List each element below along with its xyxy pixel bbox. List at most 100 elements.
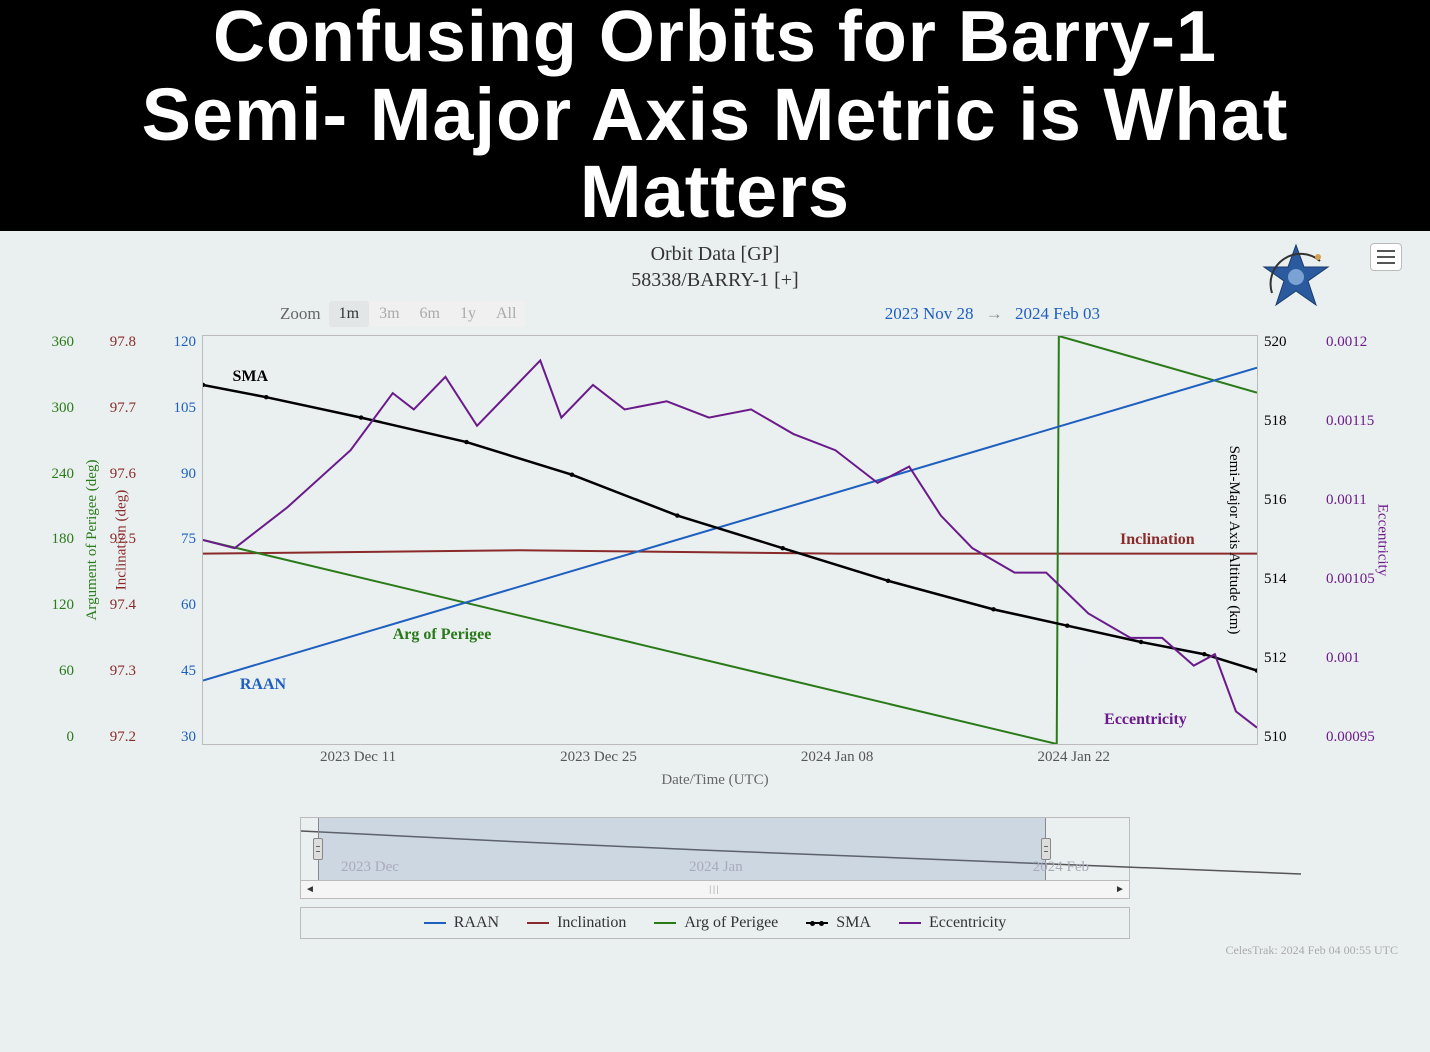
chart-controls: Zoom 1m3m6m1yAll 2023 Nov 28 → 2024 Feb …: [20, 301, 1410, 327]
chart-container: Orbit Data [GP] 58338/BARRY-1 [+] Zoom 1…: [0, 231, 1430, 968]
banner-line2: Semi- Major Axis Metric is What Matters: [0, 76, 1430, 231]
legend-swatch-icon: [424, 922, 446, 924]
nav-xlabel: 2024 Jan: [689, 859, 743, 876]
navigator-scrollbar[interactable]: ◄ ||| ►: [300, 881, 1130, 899]
axis-tick: 0: [26, 730, 74, 745]
axis-tick: 45: [148, 664, 196, 679]
axis-tick: 360: [26, 335, 74, 350]
navigator-handle-right[interactable]: [1041, 838, 1051, 860]
series-label-arg_perigee: Arg of Perigee: [393, 626, 492, 644]
zoom-3m-button[interactable]: 3m: [369, 301, 409, 327]
series-label-raan: RAAN: [240, 676, 286, 694]
yaxis-label-sma: Semi-Major Axis Altitude (km): [1225, 446, 1242, 635]
legend-item-arg-of-perigee[interactable]: Arg of Perigee: [654, 914, 778, 932]
axis-tick: 518: [1264, 414, 1314, 429]
nav-xlabel: 2024 Feb: [1033, 859, 1089, 876]
axis-tick: 60: [148, 598, 196, 613]
legend-swatch-icon: [527, 922, 549, 924]
xtick: 2023 Dec 11: [320, 749, 396, 766]
xaxis-ticks: 2023 Dec 11 2023 Dec 25 2024 Jan 08 2024 Ja…: [20, 749, 1410, 766]
axis-tick: 97.2: [86, 730, 136, 745]
date-range[interactable]: 2023 Nov 28 → 2024 Feb 03: [885, 304, 1100, 324]
xtick: 2023 Dec 25: [560, 749, 637, 766]
axis-tick: 105: [148, 401, 196, 416]
date-start[interactable]: 2023 Nov 28: [885, 304, 974, 323]
yaxis-label-inc: Inclination (deg): [114, 490, 131, 590]
legend-label: Arg of Perigee: [684, 914, 778, 932]
scroll-left-icon[interactable]: ◄: [301, 881, 319, 898]
zoom-label: Zoom: [280, 304, 321, 324]
navigator-box[interactable]: 2023 Dec 2024 Jan 2024 Feb: [300, 817, 1130, 881]
zoom-1y-button[interactable]: 1y: [450, 301, 486, 327]
series-label-ecc: Eccentricity: [1104, 711, 1187, 729]
legend-label: Inclination: [557, 914, 626, 932]
celestrak-logo-icon[interactable]: [1262, 243, 1330, 316]
legend-swatch-icon: [899, 922, 921, 924]
axis-tick: 514: [1264, 572, 1314, 587]
legend-item-inclination[interactable]: Inclination: [527, 914, 626, 932]
legend-item-eccentricity[interactable]: Eccentricity: [899, 914, 1006, 932]
legend-item-sma[interactable]: SMA: [806, 914, 871, 932]
chart-title: Orbit Data [GP]: [631, 241, 798, 267]
axis-tick: 97.8: [86, 335, 136, 350]
zoom-1m-button[interactable]: 1m: [329, 301, 369, 327]
xtick: 2024 Jan 22: [1037, 749, 1110, 766]
axis-tick: 0.00105: [1326, 572, 1404, 587]
axis-tick: 516: [1264, 493, 1314, 508]
axis-tick: 60: [26, 664, 74, 679]
banner-line1: Confusing Orbits for Barry-1: [0, 0, 1430, 76]
yaxis-label-ecc: Eccentricity: [1373, 504, 1390, 576]
zoom-controls: Zoom 1m3m6m1yAll: [280, 301, 526, 327]
axis-tick: 0.001: [1326, 651, 1404, 666]
axis-tick: 510: [1264, 730, 1314, 745]
plot-area[interactable]: RAAN Inclination Arg of Perigee SMA Eccentri…: [202, 335, 1258, 745]
axis-tick: 90: [148, 467, 196, 482]
axis-tick: 300: [26, 401, 74, 416]
axis-tick: 97.6: [86, 467, 136, 482]
yaxis-ecc: Eccentricity 0.0012 0.00115 0.0011 0.00105 0…: [1320, 335, 1410, 745]
chart-subtitle[interactable]: 58338/BARRY-1 [+]: [631, 267, 798, 293]
chart-header: Orbit Data [GP] 58338/BARRY-1 [+]: [20, 241, 1410, 301]
yaxis-arg-perigee: Argument of Perigee (deg) 36030024018012…: [20, 335, 80, 745]
axis-tick: 0.0011: [1326, 493, 1404, 508]
headline-banner: Confusing Orbits for Barry-1 Semi- Major…: [0, 0, 1430, 231]
series-label-inclination: Inclination: [1120, 531, 1195, 549]
axis-tick: 512: [1264, 651, 1314, 666]
nav-xlabel: 2023 Dec: [341, 859, 399, 876]
xtick: 2024 Jan 08: [801, 749, 874, 766]
yaxis-sma: Semi-Major Axis Altitude (km) 5205185165…: [1258, 335, 1320, 745]
scroll-right-icon[interactable]: ►: [1111, 881, 1129, 898]
zoom-button-group: 1m3m6m1yAll: [329, 301, 527, 327]
legend-label: SMA: [836, 914, 871, 932]
chart-title-block: Orbit Data [GP] 58338/BARRY-1 [+]: [631, 241, 798, 293]
plot-row: Argument of Perigee (deg) 36030024018012…: [20, 335, 1410, 745]
axis-tick: 0.00115: [1326, 414, 1404, 429]
axis-tick: 97.3: [86, 664, 136, 679]
legend-label: RAAN: [454, 914, 499, 932]
legend-label: Eccentricity: [929, 914, 1006, 932]
menu-icon[interactable]: [1370, 243, 1402, 271]
scroll-track[interactable]: |||: [319, 884, 1111, 894]
axis-tick: 75: [148, 532, 196, 547]
axis-tick: 0.0012: [1326, 335, 1404, 350]
axis-tick: 520: [1264, 335, 1314, 350]
legend-item-raan[interactable]: RAAN: [424, 914, 499, 932]
zoom-6m-button[interactable]: 6m: [410, 301, 450, 327]
xaxis-label: Date/Time (UTC): [20, 772, 1410, 789]
axis-tick: 97.7: [86, 401, 136, 416]
arrow-right-icon: →: [986, 304, 1003, 323]
navigator[interactable]: 2023 Dec 2024 Jan 2024 Feb ◄ ||| ►: [300, 817, 1130, 899]
legend-swatch-icon: [654, 922, 676, 924]
axis-tick: 120: [26, 598, 74, 613]
zoom-All-button[interactable]: All: [486, 301, 526, 327]
navigator-handle-left[interactable]: [313, 838, 323, 860]
date-end[interactable]: 2024 Feb 03: [1015, 304, 1100, 323]
axis-tick: 0.00095: [1326, 730, 1404, 745]
axis-tick: 120: [148, 335, 196, 350]
series-label-sma: SMA: [233, 368, 269, 386]
navigator-xlabels: 2023 Dec 2024 Jan 2024 Feb: [301, 859, 1129, 876]
axis-tick: 30: [148, 730, 196, 745]
legend: RAAN Inclination Arg of Perigee SMA Eccentri…: [300, 907, 1130, 939]
yaxis-raan: Right Ascension of the Ascending Node (d…: [142, 335, 202, 745]
yaxis-inclination: Inclination (deg) 97.897.797.697.597.497…: [80, 335, 142, 745]
